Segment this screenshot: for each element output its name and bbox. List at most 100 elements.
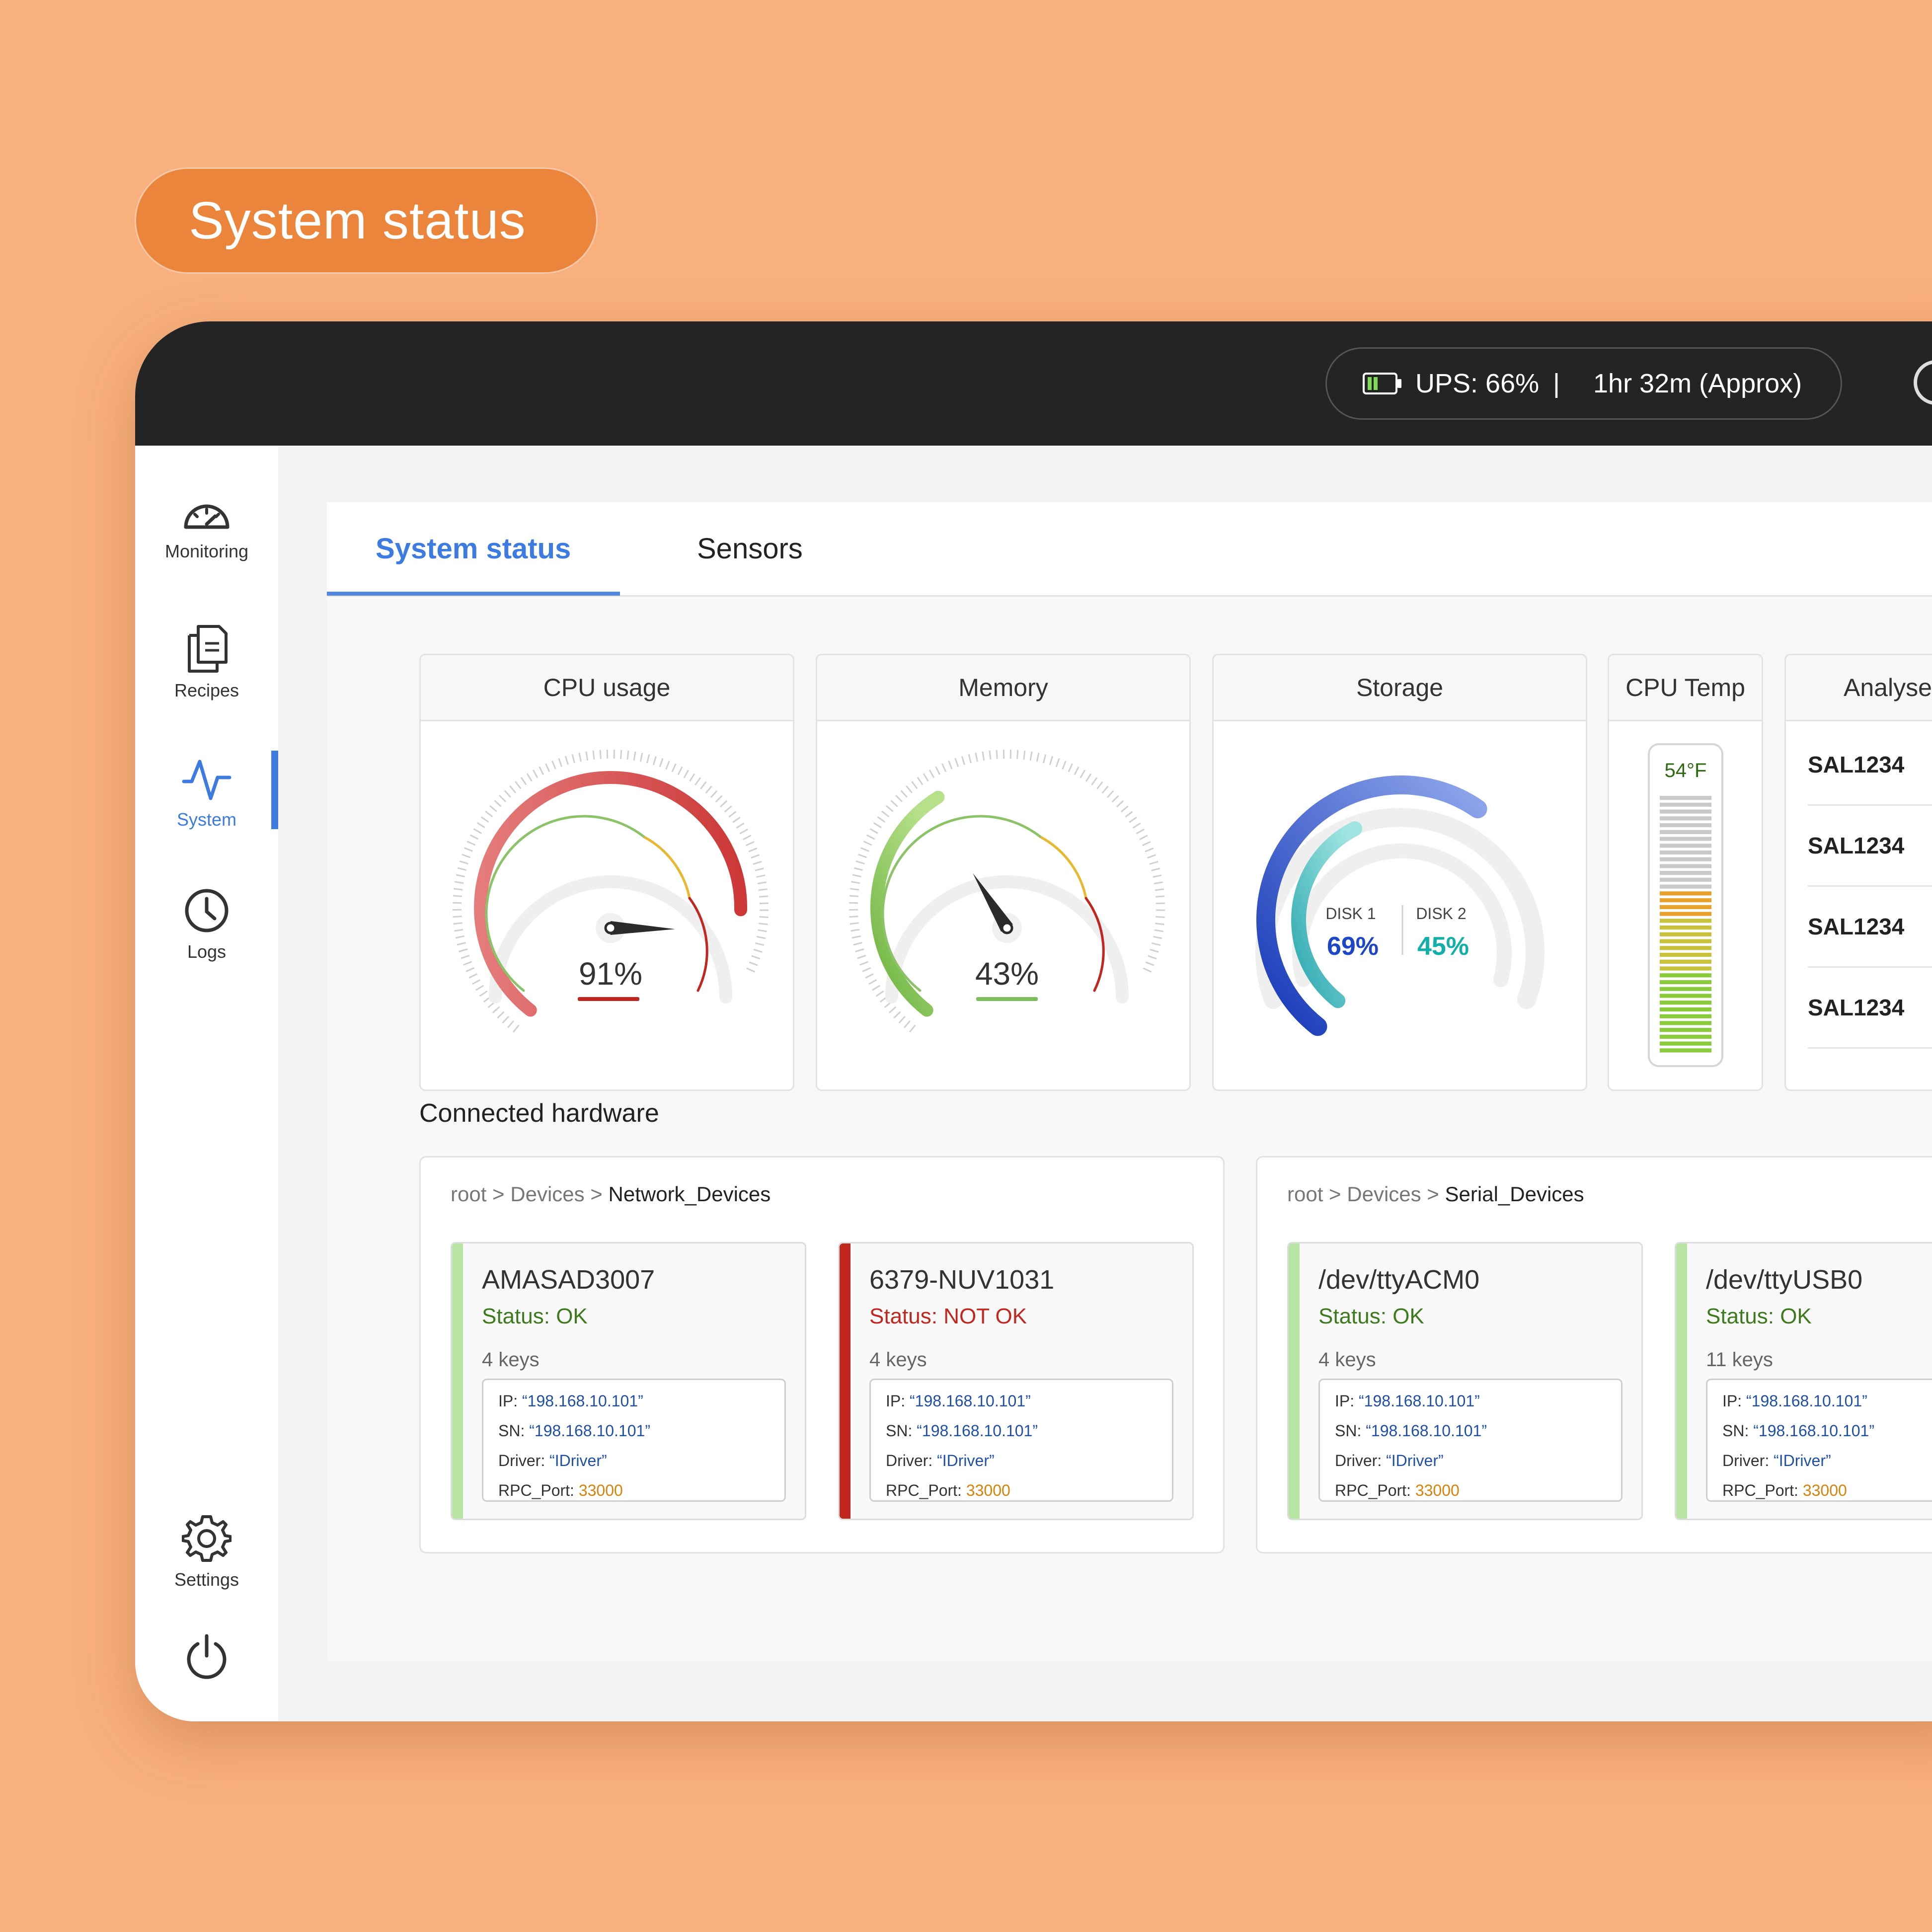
temp-segment — [1660, 802, 1711, 807]
device-properties: IP: “198.168.10.101” SN: “198.168.10.101… — [1706, 1379, 1932, 1502]
device-name: AMASAD3007 — [482, 1265, 655, 1295]
device-name: /dev/ttyUSB0 — [1706, 1265, 1863, 1295]
temp-segment — [1660, 877, 1711, 882]
network-devices-group: root > Devices > Network_Devices AMASAD3… — [419, 1156, 1225, 1553]
card-title: Analyse — [1786, 655, 1932, 721]
sidebar-item-settings[interactable]: Settings — [135, 1513, 278, 1590]
sidebar: Monitoring Recipes System Logs — [135, 446, 280, 1721]
device-card[interactable]: /dev/ttyACM0 Status: OK 4 keys IP: “198.… — [1287, 1242, 1643, 1520]
disk1-label: DISK 1 — [1325, 905, 1376, 923]
sidebar-item-label: Settings — [174, 1569, 239, 1590]
main-area: System status Sensors CPU usage 91% — [278, 446, 1932, 1721]
device-card[interactable]: AMASAD3007 Status: OK 4 keys IP: “198.16… — [451, 1242, 806, 1520]
cpu-temp-card: CPU Temp 54°F — [1608, 654, 1763, 1091]
status-bar — [452, 1243, 463, 1519]
account-icon[interactable] — [1914, 360, 1932, 405]
rpc-label: RPC_Port: — [498, 1481, 574, 1499]
breadcrumb-devices[interactable]: Devices — [1347, 1182, 1421, 1206]
sidebar-item-monitoring[interactable]: Monitoring — [135, 494, 278, 562]
device-key-count: 4 keys — [1318, 1349, 1376, 1371]
disk1-value: 69% — [1327, 932, 1379, 961]
cpu-usage-card: CPU usage 91% — [419, 654, 794, 1091]
device-key-count: 11 keys — [1706, 1349, 1773, 1371]
ip-value: “198.168.10.101” — [1359, 1392, 1480, 1410]
ip-label: IP: — [886, 1392, 906, 1410]
battery-icon — [1363, 373, 1401, 394]
temp-segment — [1660, 966, 1711, 971]
thermometer: 54°F — [1648, 743, 1723, 1067]
temp-segment — [1660, 809, 1711, 814]
ups-separator: | — [1553, 369, 1560, 398]
analyse-item[interactable]: SAL1234 — [1808, 887, 1932, 968]
sidebar-item-system[interactable]: System — [135, 758, 278, 830]
breadcrumb-root[interactable]: root — [451, 1182, 487, 1206]
device-name: /dev/ttyACM0 — [1318, 1265, 1480, 1295]
tab-bar: System status Sensors — [327, 502, 1932, 597]
temp-segment — [1660, 844, 1711, 848]
sn-label: SN: — [886, 1422, 913, 1440]
power-button[interactable] — [135, 1633, 278, 1681]
breadcrumb-devices[interactable]: Devices — [510, 1182, 585, 1206]
ip-value: “198.168.10.101” — [522, 1392, 643, 1410]
temp-segment — [1660, 816, 1711, 821]
power-icon — [187, 1634, 227, 1679]
temp-segment — [1660, 823, 1711, 828]
sidebar-item-label: Logs — [187, 941, 227, 962]
ip-value: “198.168.10.101” — [1746, 1392, 1867, 1410]
sn-value: “198.168.10.101” — [1753, 1422, 1874, 1440]
content-panel: System status Sensors CPU usage 91% — [327, 502, 1932, 1661]
active-tab-underline — [327, 592, 620, 596]
sn-value: “198.168.10.101” — [917, 1422, 1038, 1440]
device-card[interactable]: /dev/ttyUSB0 Status: OK 11 keys IP: “198… — [1675, 1242, 1932, 1520]
analyse-item[interactable]: SAL1234 — [1808, 725, 1932, 806]
breadcrumb: root > Devices > Serial_Devices — [1287, 1182, 1584, 1206]
section-badge: System status — [135, 167, 598, 274]
device-name: 6379-NUV1031 — [869, 1265, 1055, 1295]
device-properties: IP: “198.168.10.101” SN: “198.168.10.101… — [1318, 1379, 1623, 1502]
device-card[interactable]: 6379-NUV1031 Status: NOT OK 4 keys IP: “… — [838, 1242, 1194, 1520]
device-status: Status: OK — [482, 1304, 588, 1328]
memory-card: Memory 43% — [816, 654, 1191, 1091]
ups-percentage: UPS: 66% — [1415, 369, 1540, 398]
cpu-value: 91% — [579, 956, 642, 992]
temp-segment — [1660, 1014, 1711, 1018]
breadcrumb-root[interactable]: root — [1287, 1182, 1323, 1206]
temp-segment — [1660, 796, 1711, 800]
tab-system-status[interactable]: System status — [376, 533, 571, 565]
analyse-card: Analyse SAL1234 SAL1234 SAL1234 SAL1234 — [1784, 654, 1932, 1091]
cpu-temp-value: 54°F — [1665, 760, 1707, 781]
driver-label: Driver: — [498, 1452, 545, 1469]
temp-segment — [1660, 1001, 1711, 1005]
sidebar-item-recipes[interactable]: Recipes — [135, 623, 278, 701]
sidebar-item-logs[interactable]: Logs — [135, 887, 278, 962]
temp-segment — [1660, 973, 1711, 978]
rpc-label: RPC_Port: — [1335, 1481, 1411, 1499]
card-title: CPU Temp — [1609, 655, 1762, 721]
temp-segment — [1660, 912, 1711, 916]
documents-icon — [188, 625, 228, 673]
analyse-item[interactable]: SAL1234 — [1808, 968, 1932, 1049]
clock-icon — [185, 889, 229, 932]
temp-segment — [1660, 891, 1711, 896]
temp-segment — [1660, 946, 1711, 950]
sn-label: SN: — [1722, 1422, 1749, 1440]
memory-value: 43% — [975, 956, 1039, 992]
device-properties: IP: “198.168.10.101” SN: “198.168.10.101… — [482, 1379, 786, 1502]
rpc-label: RPC_Port: — [1722, 1481, 1798, 1499]
temp-segment — [1660, 959, 1711, 964]
rpc-value: 33000 — [1802, 1481, 1847, 1499]
breadcrumb-current: Serial_Devices — [1445, 1182, 1584, 1206]
card-title: Memory — [817, 655, 1189, 721]
temp-segment — [1660, 987, 1711, 991]
temp-segment — [1660, 871, 1711, 875]
ups-status: UPS: 66% | 1hr 32m (Approx) — [1325, 347, 1842, 420]
temp-segment — [1660, 939, 1711, 943]
temp-segment — [1660, 980, 1711, 985]
tab-sensors[interactable]: Sensors — [697, 533, 803, 565]
analyse-item[interactable]: SAL1234 — [1808, 806, 1932, 887]
sn-value: “198.168.10.101” — [529, 1422, 650, 1440]
ip-value: “198.168.10.101” — [910, 1392, 1031, 1410]
cpu-gauge: 91% — [452, 750, 769, 1033]
temp-segment — [1660, 898, 1711, 903]
rpc-label: RPC_Port: — [886, 1481, 962, 1499]
